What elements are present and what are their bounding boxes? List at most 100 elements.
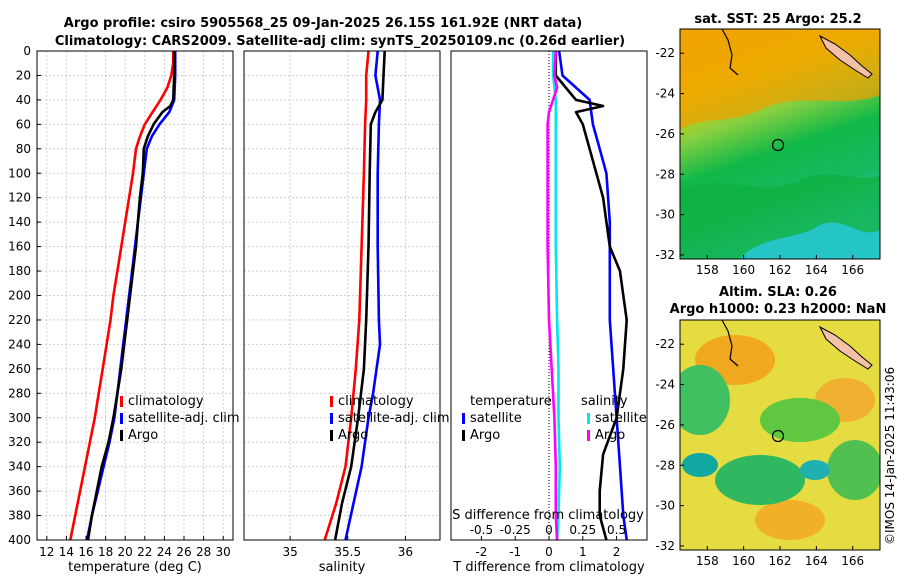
x-tick-label: 35.5 [334, 545, 361, 559]
x-tick-label: 26 [176, 545, 191, 559]
s-difference-label: S difference from climatology [452, 508, 644, 523]
legend-swatch-s-satellite [587, 413, 590, 424]
sla-green-blob [827, 440, 880, 500]
legend-title-salinity: salinity [581, 394, 628, 409]
y-tick-label: 300 [8, 411, 31, 425]
legend-swatch-satellite [120, 413, 123, 424]
x-tick-label: 1 [579, 545, 587, 559]
t-difference-tick-labels: -2 -1 0 1 2 [475, 536, 620, 559]
y-tick-label: 200 [8, 289, 31, 303]
sst-map-ticks: 158 160 162 164 166 -22 -24 -26 -28 -30 -32 [655, 46, 864, 277]
difference-legend: temperature satellite Argo salinity sate… [462, 394, 647, 443]
y-tick-label: 180 [8, 264, 31, 278]
difference-series [546, 50, 629, 541]
depth-tick-labels: 0 20 40 60 80 100 120 140 160 180 200 220 240 260 280 3… [8, 44, 41, 547]
y-tick-label: 60 [16, 117, 31, 131]
series-line-climatology [69, 51, 175, 541]
y-tick-label: 140 [8, 215, 31, 229]
map-y-tick-label: -30 [655, 499, 675, 513]
x-tick-label: 22 [137, 545, 152, 559]
temperature-panel: 0 20 40 60 80 100 120 140 160 180 200 220 240 260 280 3… [8, 44, 240, 575]
series-line-t-argo [554, 51, 629, 541]
map-x-tick-label: 164 [805, 263, 828, 277]
legend-label-t-argo: Argo [470, 428, 500, 443]
y-tick-label: 80 [16, 142, 31, 156]
x-tick-label: 18 [98, 545, 113, 559]
map-x-tick-label: 158 [696, 554, 719, 568]
title-line1: Argo profile: csiro 5905568_25 09-Jan-20… [64, 16, 582, 31]
s-diff-tick-label: 0 [545, 523, 553, 537]
sla-map-ticks: 158 160 162 164 166 -22 -24 -26 -28 -30 -32 [655, 337, 864, 568]
x-tick-label: 16 [78, 545, 93, 559]
y-tick-label: 320 [8, 435, 31, 449]
s-difference-tick-labels: -0.5 -0.25 0 0.25 0.5 [470, 523, 626, 537]
legend-label-s-argo: Argo [595, 428, 625, 443]
y-tick-label: 240 [8, 337, 31, 351]
title-line2: Climatology: CARS2009. Satellite-adj cli… [55, 34, 625, 49]
legend-label-climatology: climatology [128, 394, 204, 409]
salinity-series [323, 50, 386, 541]
x-tick-label: 2 [613, 545, 621, 559]
y-tick-label: 340 [8, 460, 31, 474]
legend-swatch-satellite [330, 413, 333, 424]
map-x-tick-label: 166 [841, 554, 864, 568]
y-tick-label: 20 [16, 68, 31, 82]
sla-warm-blob [755, 500, 825, 540]
new-caledonia-land [818, 34, 873, 79]
sla-cyan-blob [800, 460, 830, 480]
legend-swatch-climatology [330, 396, 333, 407]
legend-swatch-s-argo [587, 430, 590, 441]
legend-swatch-argo [330, 430, 333, 441]
y-tick-label: 0 [23, 44, 31, 58]
map-x-tick-label: 162 [769, 263, 792, 277]
reef-coast [721, 29, 739, 76]
sst-map-panel: sat. SST: 25 Argo: 25.2 158 160 162 164 166 -… [655, 12, 881, 277]
y-tick-label: 280 [8, 386, 31, 400]
salinity-frame [243, 50, 441, 541]
map-x-tick-label: 166 [841, 263, 864, 277]
map-y-tick-label: -32 [655, 248, 675, 262]
temperature-tick-labels: 12 14 16 18 20 22 24 26 28 30 [39, 536, 231, 559]
difference-panel: -2 -1 0 1 2 -0.5 -0.25 0 0.25 0.5 S difference f… [450, 50, 648, 575]
x-tick-label: 0 [545, 545, 553, 559]
x-tick-label: 35 [282, 545, 297, 559]
legend-label-argo: Argo [128, 428, 158, 443]
salinity-xlabel: salinity [319, 560, 366, 575]
legend-label-satellite: satellite-adj. clim [128, 411, 240, 426]
temperature-series [69, 51, 177, 541]
imos-credit: ©IMOS 14-Jan-2025 11:43:06 [883, 367, 897, 545]
x-tick-label: 30 [216, 545, 231, 559]
legend-label-climatology: climatology [338, 394, 414, 409]
x-tick-label: 14 [59, 545, 74, 559]
sla-green-blob [680, 365, 730, 435]
y-tick-label: 40 [16, 93, 31, 107]
y-tick-label: 400 [8, 533, 31, 547]
map-y-tick-label: -26 [655, 127, 675, 141]
x-tick-label: -2 [475, 545, 487, 559]
reef-coast [721, 320, 739, 367]
temperature-grid [37, 50, 233, 541]
legend-swatch-climatology [120, 396, 123, 407]
legend-swatch-t-argo [462, 430, 465, 441]
s-diff-tick-label: 0.5 [607, 523, 626, 537]
x-tick-label: 20 [118, 545, 133, 559]
map-x-tick-label: 158 [696, 263, 719, 277]
salinity-panel: 35 35.5 36 salinity climatology satellite-… [243, 50, 450, 575]
map-y-tick-label: -28 [655, 167, 675, 181]
sla-cyan-blob [682, 453, 718, 477]
map-y-tick-label: -26 [655, 418, 675, 432]
legend-label-argo: Argo [338, 428, 368, 443]
x-tick-label: -1 [509, 545, 521, 559]
y-tick-label: 220 [8, 313, 31, 327]
salinity-legend: climatology satellite-adj. clim Argo [330, 394, 450, 443]
map-y-tick-label: -28 [655, 458, 675, 472]
map-x-tick-label: 160 [732, 554, 755, 568]
salinity-tick-labels: 35 35.5 36 [282, 536, 413, 559]
map-y-tick-label: -24 [655, 378, 675, 392]
y-tick-label: 120 [8, 191, 31, 205]
map-x-tick-label: 160 [732, 263, 755, 277]
series-line-argo [333, 50, 386, 541]
s-diff-tick-label: 0.25 [569, 523, 596, 537]
t-difference-xlabel: T difference from climatology [452, 560, 645, 575]
series-line-climatology [323, 50, 370, 541]
